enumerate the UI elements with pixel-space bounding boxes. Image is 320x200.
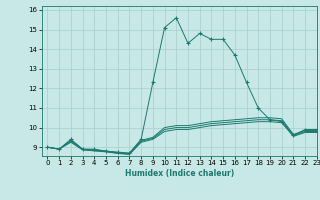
X-axis label: Humidex (Indice chaleur): Humidex (Indice chaleur) bbox=[124, 169, 234, 178]
